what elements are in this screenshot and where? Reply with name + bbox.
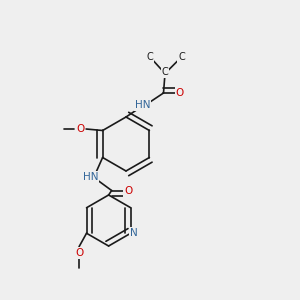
Text: N: N xyxy=(130,228,138,238)
Text: C: C xyxy=(178,52,185,62)
Text: O: O xyxy=(75,248,83,258)
Text: O: O xyxy=(76,124,84,134)
Text: HN: HN xyxy=(83,172,98,182)
Text: HN: HN xyxy=(135,100,150,110)
Text: C: C xyxy=(147,52,153,62)
Text: C: C xyxy=(162,67,168,77)
Text: O: O xyxy=(176,88,184,98)
Text: O: O xyxy=(124,185,132,196)
